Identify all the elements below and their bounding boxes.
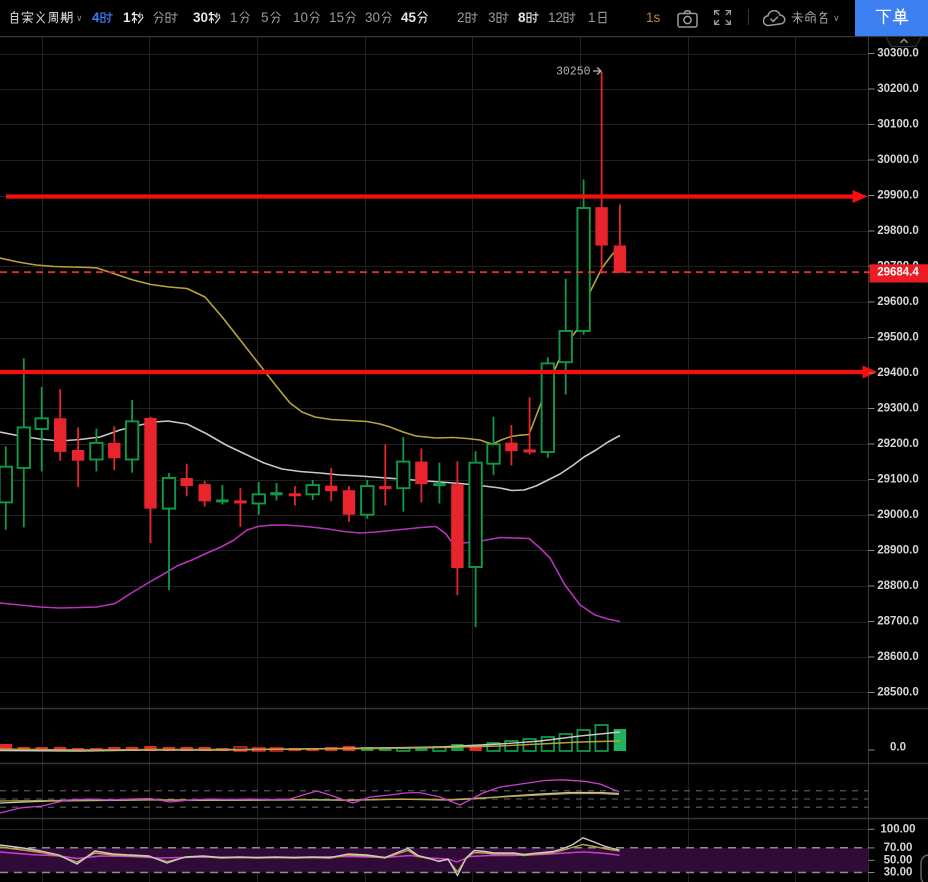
svg-text:0.0: 0.0 — [890, 742, 906, 754]
svg-text:30100.0: 30100.0 — [877, 119, 919, 131]
svg-text:100.00: 100.00 — [880, 823, 915, 835]
svg-text:29800.0: 29800.0 — [877, 225, 919, 237]
svg-text:30300.0: 30300.0 — [877, 48, 919, 60]
svg-text:29400.0: 29400.0 — [877, 367, 919, 379]
svg-text:28800.0: 28800.0 — [877, 580, 919, 592]
svg-text:29600.0: 29600.0 — [877, 296, 919, 308]
svg-text:29100.0: 29100.0 — [877, 474, 919, 486]
svg-text:28500.0: 28500.0 — [877, 687, 919, 699]
svg-text:29000.0: 29000.0 — [877, 509, 919, 521]
svg-text:29500.0: 29500.0 — [877, 332, 919, 344]
svg-text:28900.0: 28900.0 — [877, 545, 919, 557]
svg-text:30.00: 30.00 — [884, 867, 913, 879]
svg-text:29900.0: 29900.0 — [877, 190, 919, 202]
svg-text:30200.0: 30200.0 — [877, 83, 919, 95]
svg-text:×: × — [927, 862, 928, 878]
svg-text:30250: 30250 — [556, 66, 591, 79]
svg-text:50.00: 50.00 — [884, 854, 913, 866]
svg-text:70.00: 70.00 — [884, 842, 913, 854]
svg-text:30000.0: 30000.0 — [877, 154, 919, 166]
svg-text:29684.4: 29684.4 — [877, 267, 919, 279]
svg-text:28700.0: 28700.0 — [877, 616, 919, 628]
svg-text:29200.0: 29200.0 — [877, 438, 919, 450]
svg-text:29300.0: 29300.0 — [877, 403, 919, 415]
svg-text:28600.0: 28600.0 — [877, 651, 919, 663]
